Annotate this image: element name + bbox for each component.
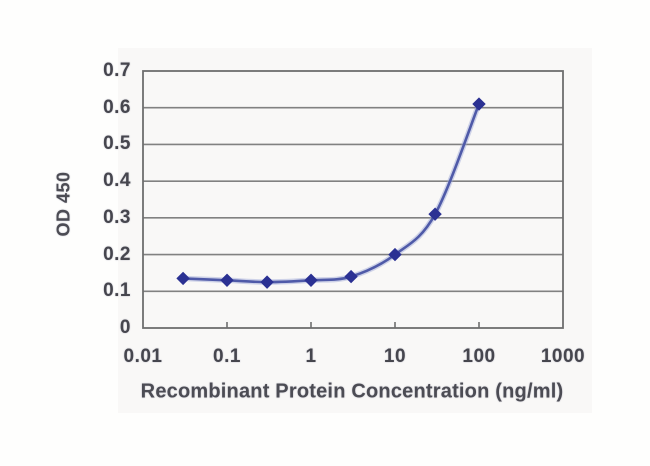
y-tick-label: 0.6: [103, 96, 131, 118]
y-axis-tick-labels: 0.7 0.6 0.5 0.4 0.3 0.2 0.1 0: [0, 0, 133, 466]
data-point-marker: [388, 247, 402, 262]
x-tick-label: 0.1: [213, 346, 241, 367]
x-tick-label: 10: [383, 346, 407, 367]
y-axis-title: OD 450: [53, 171, 74, 237]
x-tick-label: 0.01: [123, 346, 163, 367]
x-tick-label: 1: [305, 346, 317, 367]
data-point-marker: [260, 275, 274, 289]
x-tick-label: 100: [462, 346, 496, 367]
y-tick-label: 0.2: [103, 243, 131, 265]
data-point-marker: [472, 97, 486, 111]
data-point-marker: [220, 273, 234, 287]
data-point-marker: [428, 207, 442, 221]
x-axis-title: Recombinant Protein Concentration (ng/ml…: [140, 380, 564, 403]
y-tick-label: 0.3: [103, 206, 131, 228]
chart-panel-background: [118, 48, 592, 413]
data-point-marker: [304, 273, 318, 287]
plot-border: [142, 70, 564, 329]
y-tick-label: 0.1: [103, 280, 131, 302]
y-tick-label: 0.5: [103, 133, 131, 155]
y-tick-label: 0: [119, 317, 131, 338]
y-tick-label: 0.4: [103, 170, 131, 192]
y-tick-label: 0.7: [103, 60, 131, 81]
data-point-marker: [176, 271, 190, 286]
x-tick-label: 1000: [540, 346, 586, 367]
data-point-marker: [344, 269, 358, 284]
